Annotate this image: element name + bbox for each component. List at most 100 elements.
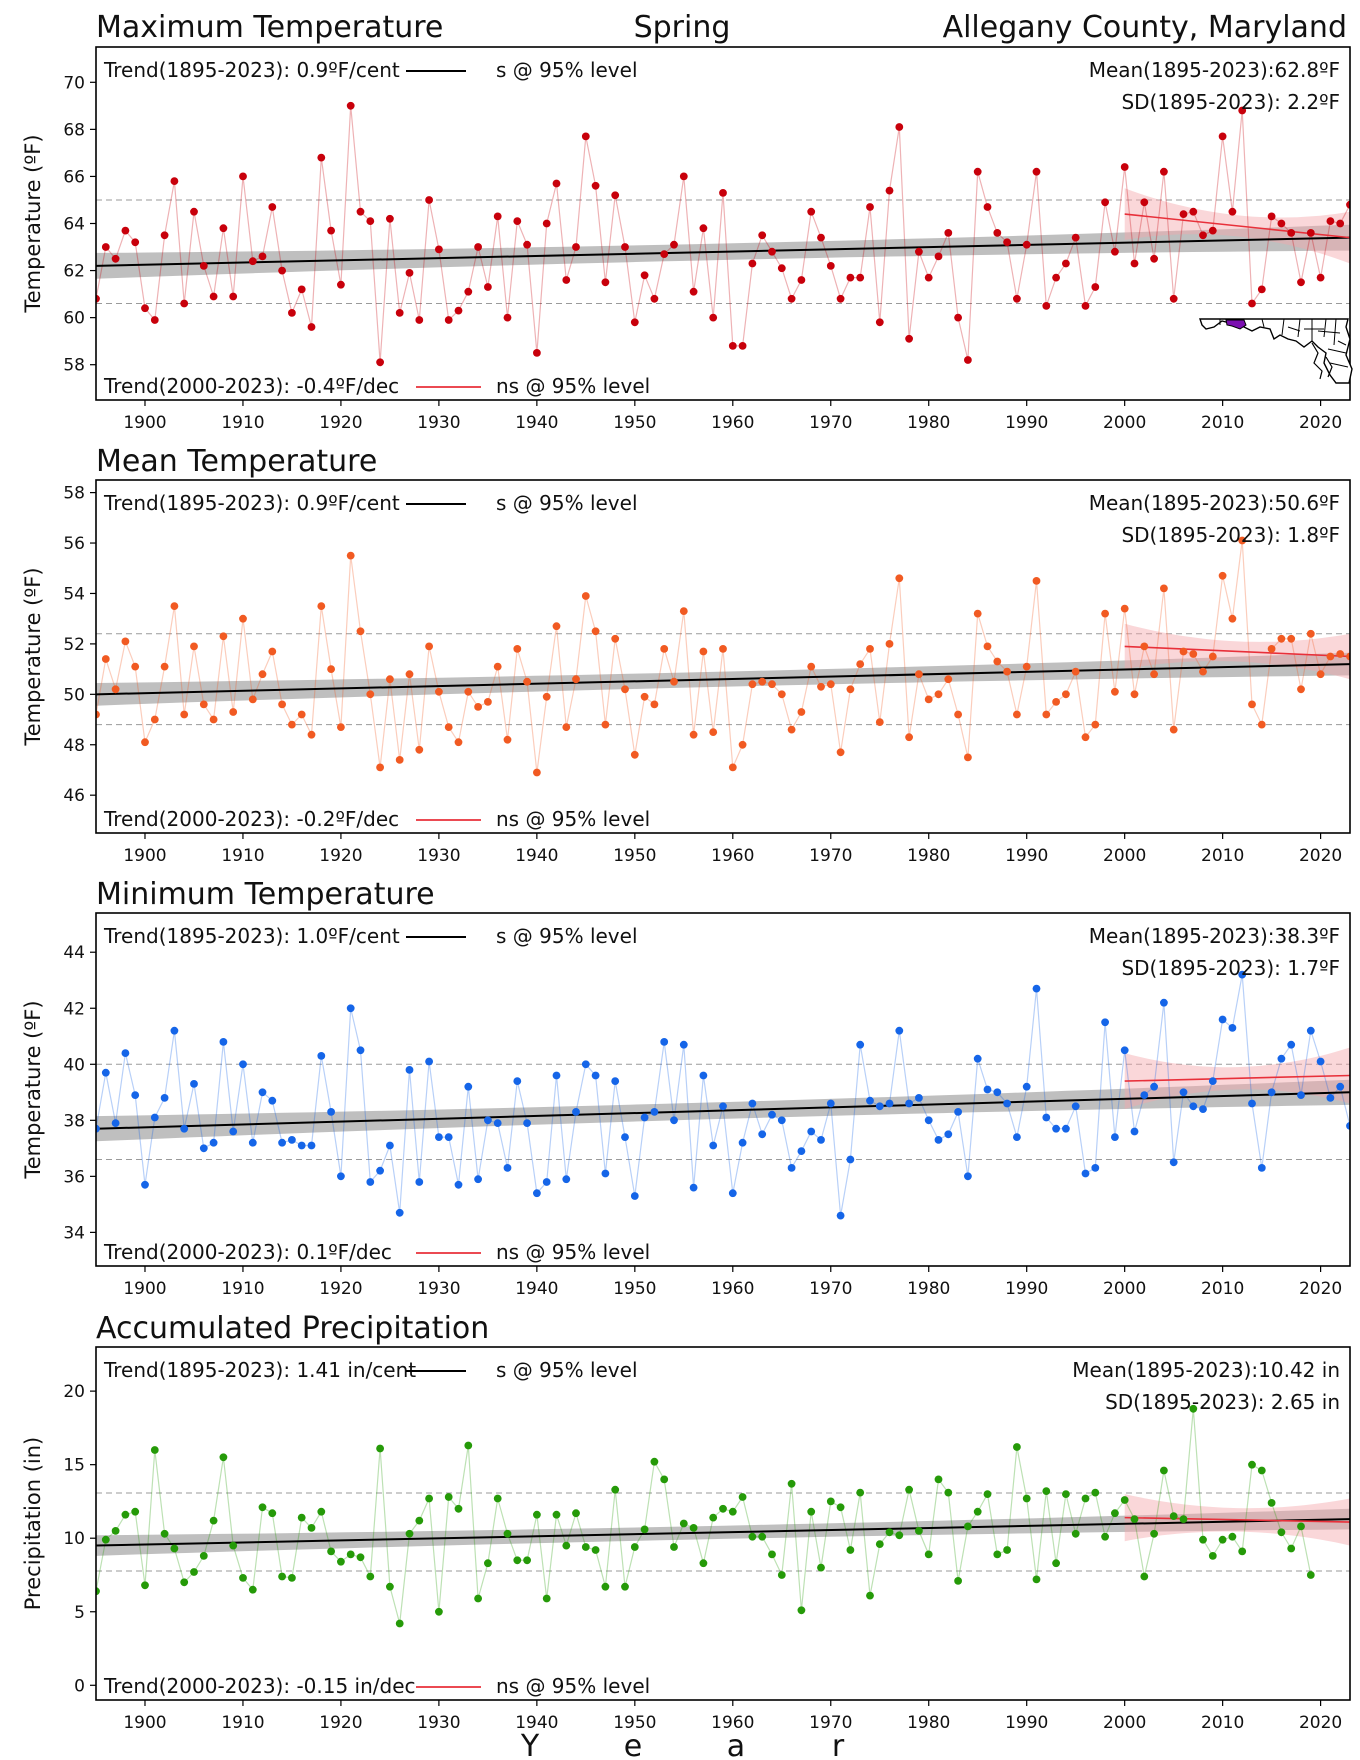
data-point <box>1150 670 1158 679</box>
data-point <box>679 1040 688 1049</box>
data-point <box>405 269 414 277</box>
y-tick-label: 62 <box>63 262 85 282</box>
data-point <box>523 1556 531 1565</box>
data-point <box>1052 698 1060 706</box>
data-point <box>1199 231 1207 240</box>
data-point <box>121 1510 130 1519</box>
data-point <box>1111 247 1119 256</box>
data-point <box>611 1485 620 1494</box>
data-point <box>562 276 571 284</box>
data-point <box>954 1577 962 1585</box>
data-point <box>777 690 786 699</box>
data-point <box>533 349 541 357</box>
data-point <box>1013 294 1021 303</box>
data-point <box>993 657 1002 666</box>
data-point <box>807 207 816 216</box>
data-point <box>150 1113 159 1122</box>
data-point <box>141 1180 149 1189</box>
y-tick-label: 68 <box>63 120 85 140</box>
data-point <box>993 1088 1002 1097</box>
x-tick-label: 1960 <box>711 413 754 433</box>
data-point <box>170 177 179 186</box>
data-point <box>1316 273 1325 282</box>
data-point <box>395 309 404 317</box>
sd-text: SD(1895-2023): 2.65 in <box>1105 1390 1340 1414</box>
data-point <box>964 753 972 762</box>
data-point <box>435 1607 443 1616</box>
data-point <box>787 294 796 303</box>
data-point <box>307 323 316 331</box>
data-point <box>1306 229 1315 237</box>
data-point <box>1003 1099 1011 1108</box>
data-point <box>905 1485 913 1494</box>
data-point <box>415 745 424 754</box>
data-point <box>288 720 296 729</box>
data-point <box>307 1141 316 1150</box>
data-point <box>787 1164 796 1172</box>
data-point <box>386 1582 394 1591</box>
data-point <box>660 250 669 258</box>
data-point <box>1169 725 1178 734</box>
mean-text: Mean(1895-2023):38.3ºF <box>1089 924 1340 948</box>
data-point <box>924 273 933 282</box>
data-point <box>219 1038 228 1046</box>
data-point <box>689 1524 698 1532</box>
data-point <box>689 1183 698 1192</box>
data-point <box>944 229 953 237</box>
x-tick-label: 1910 <box>221 1713 264 1733</box>
data-point <box>317 602 326 610</box>
data-point <box>337 723 345 731</box>
data-point <box>96 294 100 303</box>
x-tick-label: 1920 <box>319 1279 362 1299</box>
data-point <box>1081 1169 1090 1178</box>
data-point <box>895 574 904 583</box>
data-point <box>973 609 982 618</box>
data-point <box>1189 1404 1198 1413</box>
data-point <box>268 203 277 211</box>
data-point <box>356 1046 365 1055</box>
data-point <box>572 1509 580 1518</box>
data-point <box>817 682 825 691</box>
data-point <box>170 1544 179 1553</box>
data-point <box>885 1099 894 1108</box>
data-point <box>288 309 296 317</box>
data-point <box>268 1509 277 1518</box>
data-point <box>875 1540 884 1548</box>
data-point <box>1208 1552 1217 1560</box>
data-point <box>846 273 855 282</box>
data-point <box>1179 1515 1188 1523</box>
data-point <box>719 1102 727 1111</box>
data-point <box>317 153 326 162</box>
data-point <box>278 1572 286 1581</box>
data-point <box>709 313 718 322</box>
data-point <box>464 1082 473 1091</box>
data-point <box>866 203 874 211</box>
data-point <box>1042 302 1051 310</box>
data-point <box>493 1119 502 1127</box>
data-point <box>444 1493 453 1501</box>
data-point <box>542 219 551 228</box>
data-point <box>1101 198 1109 207</box>
recent-trend-text: Trend(2000-2023): -0.2ºF/dec <box>103 807 399 831</box>
data-point <box>1346 1122 1350 1130</box>
y-tick-label: 42 <box>63 999 85 1019</box>
data-point <box>1091 1164 1100 1172</box>
data-point <box>542 692 551 701</box>
plot-frame <box>95 479 1351 834</box>
data-point <box>591 1071 600 1080</box>
y-tick-label: 10 <box>63 1529 85 1549</box>
data-point <box>1130 690 1139 699</box>
data-point <box>601 1169 610 1178</box>
data-point <box>444 723 453 731</box>
panel-title-mean: Mean Temperature <box>96 444 377 479</box>
data-point <box>1228 1532 1237 1541</box>
y-tick-label: 58 <box>63 356 85 376</box>
data-point <box>513 1556 522 1565</box>
data-point <box>533 1510 541 1519</box>
data-point <box>1238 106 1247 115</box>
data-point <box>1218 132 1227 141</box>
data-point <box>297 1513 306 1522</box>
data-point <box>768 247 776 256</box>
data-point <box>337 1172 345 1181</box>
